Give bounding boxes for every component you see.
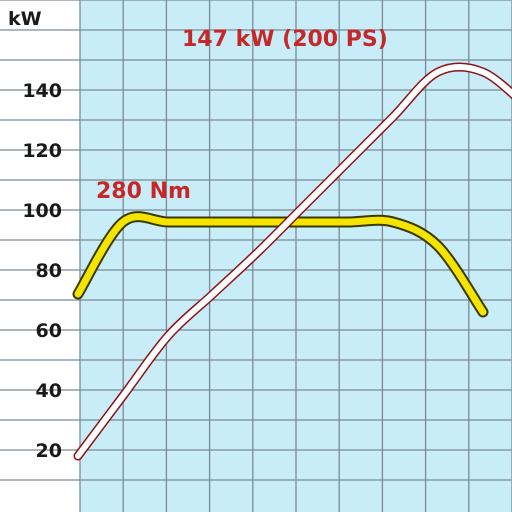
y-axis-ticks: 20 40 60 80 100 120 140	[22, 80, 62, 462]
power-line	[75, 63, 512, 459]
y-tick-label: 40	[36, 380, 62, 402]
torque-line	[74, 213, 487, 316]
y-tick-label: 80	[36, 260, 62, 282]
y-tick-label: 20	[36, 440, 62, 462]
tick-panel	[0, 0, 80, 512]
torque-annotation: 280 Nm	[96, 179, 191, 204]
y-tick-label: 100	[22, 200, 62, 222]
power-annotation: 147 kW (200 PS)	[182, 27, 388, 52]
y-axis-label: kW	[8, 8, 42, 30]
series-lines	[72, 62, 512, 461]
y-tick-label: 140	[22, 80, 62, 102]
y-tick-label: 60	[36, 320, 62, 342]
y-tick-label: 120	[22, 140, 62, 162]
